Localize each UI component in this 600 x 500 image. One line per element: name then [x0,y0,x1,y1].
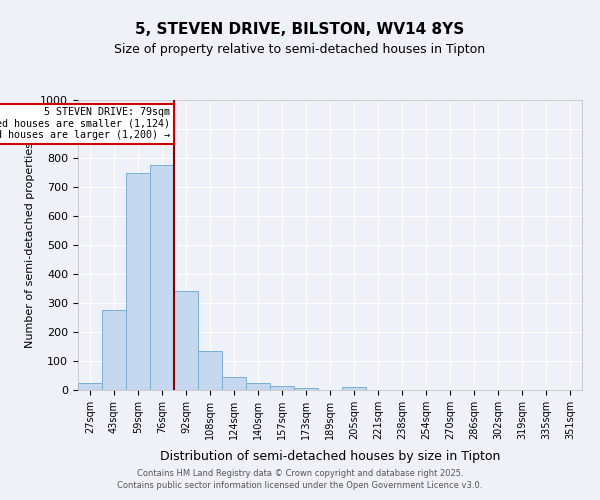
Bar [150,166,174,390]
Bar [126,172,150,390]
Bar [78,383,102,390]
Bar [174,292,198,390]
Text: 5, STEVEN DRIVE, BILSTON, WV14 8YS: 5, STEVEN DRIVE, BILSTON, WV14 8YS [136,22,464,38]
Bar [102,310,126,390]
Bar [198,352,222,390]
Text: Contains HM Land Registry data © Crown copyright and database right 2025.
Contai: Contains HM Land Registry data © Crown c… [118,468,482,490]
Text: Size of property relative to semi-detached houses in Tipton: Size of property relative to semi-detach… [115,42,485,56]
Text: 5 STEVEN DRIVE: 79sqm
← 47% of semi-detached houses are smaller (1,124)
51% of s: 5 STEVEN DRIVE: 79sqm ← 47% of semi-deta… [0,108,170,140]
X-axis label: Distribution of semi-detached houses by size in Tipton: Distribution of semi-detached houses by … [160,450,500,463]
Bar [222,376,246,390]
Bar [270,386,294,390]
Bar [246,383,270,390]
Bar [342,387,366,390]
Y-axis label: Number of semi-detached properties: Number of semi-detached properties [25,142,35,348]
Bar [294,388,318,390]
